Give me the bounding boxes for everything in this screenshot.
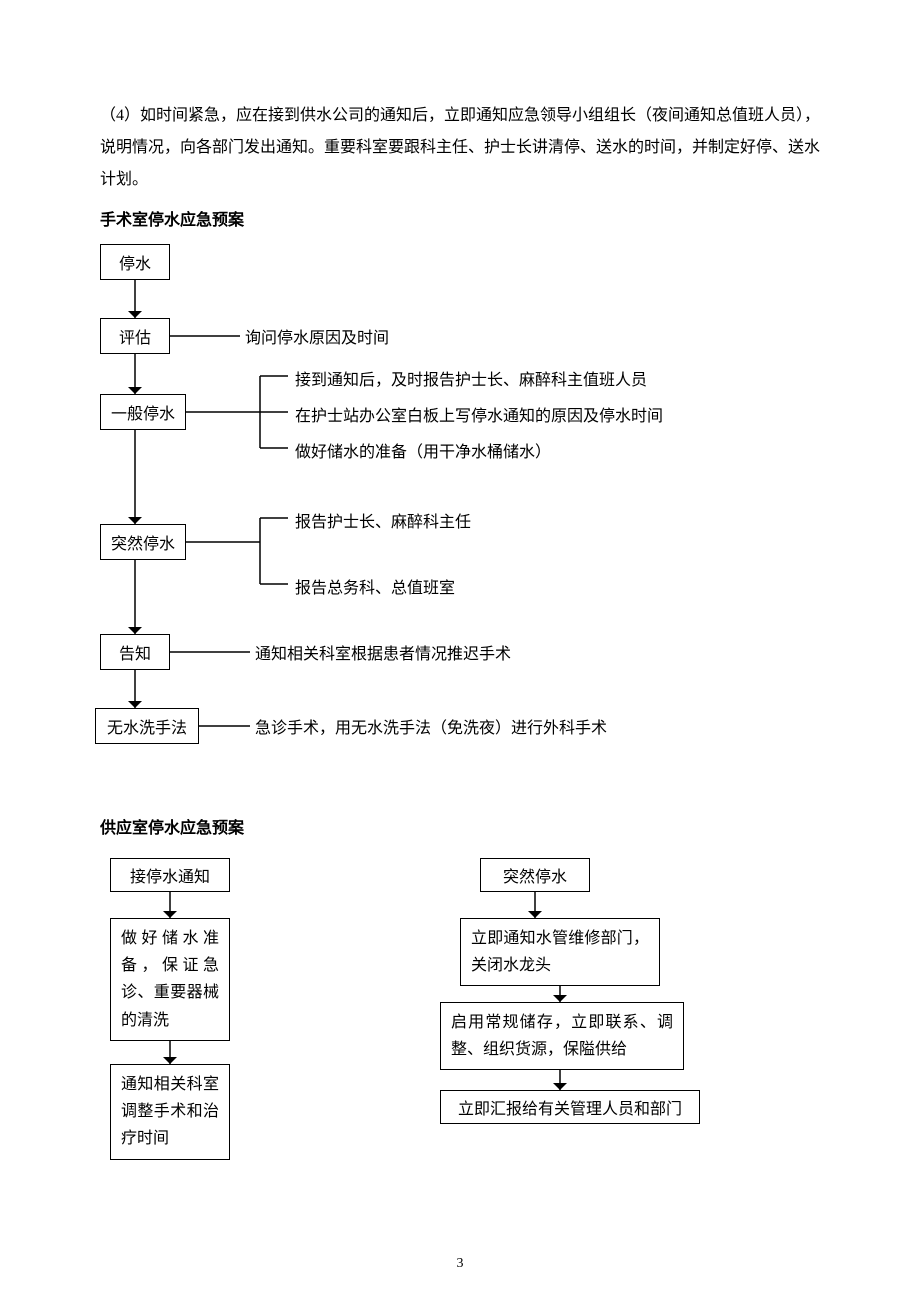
flow-annotation-7: 急诊手术，用无水洗手法（免洗夜）进行外科手术 xyxy=(255,714,607,738)
flow-annotation-0: 询问停水原因及时间 xyxy=(245,324,389,348)
flow-node-l1: 接停水通知 xyxy=(110,858,230,892)
flow-node-n5: 告知 xyxy=(100,634,170,670)
flow-annotation-2: 在护士站办公室白板上写停水通知的原因及停水时间 xyxy=(295,402,663,426)
flow-annotation-5: 报告总务科、总值班室 xyxy=(295,574,455,598)
flow-node-n1: 停水 xyxy=(100,244,170,280)
section2-title: 供应室停水应急预案 xyxy=(100,814,820,838)
flow-node-n4: 突然停水 xyxy=(100,524,186,560)
flow-node-r1: 突然停水 xyxy=(480,858,590,892)
flowchart-surgery-room: 停水评估一般停水突然停水告知无水洗手法 询问停水原因及时间接到通知后，及时报告护士… xyxy=(95,244,820,804)
flow-node-n2: 评估 xyxy=(100,318,170,354)
flow-node-l3: 通知相关科室调整手术和治疗时间 xyxy=(110,1064,230,1160)
flow-node-r4: 立即汇报给有关管理人员和部门 xyxy=(440,1090,700,1124)
section1-title: 手术室停水应急预案 xyxy=(100,206,820,230)
flow-annotation-6: 通知相关科室根据患者情况推迟手术 xyxy=(255,640,511,664)
page-number: 3 xyxy=(0,1256,920,1272)
flow-node-l2: 做好储水准备，保证急诊、重要器械的清洗 xyxy=(110,918,230,1041)
flow-node-r2: 立即通知水管维修部门，关闭水龙头 xyxy=(460,918,660,986)
flow-annotation-3: 做好储水的准备（用干净水桶储水） xyxy=(295,438,551,462)
paragraph-4: （4）如时间紧急，应在接到供水公司的通知后，立即通知应急领导小组组长（夜间通知总… xyxy=(100,100,820,196)
flow-annotation-4: 报告护士长、麻醉科主任 xyxy=(295,508,471,532)
flow-annotation-1: 接到通知后，及时报告护士长、麻醉科主值班人员 xyxy=(295,366,647,390)
flow-node-r3: 启用常规储存，立即联系、调整、组织货源，保隘供给 xyxy=(440,1002,684,1070)
flow-node-n3: 一般停水 xyxy=(100,394,186,430)
flow-node-n6: 无水洗手法 xyxy=(95,708,199,744)
flowchart-supply-room: 接停水通知做好储水准备，保证急诊、重要器械的清洗通知相关科室调整手术和治疗时间 突… xyxy=(100,858,820,1198)
